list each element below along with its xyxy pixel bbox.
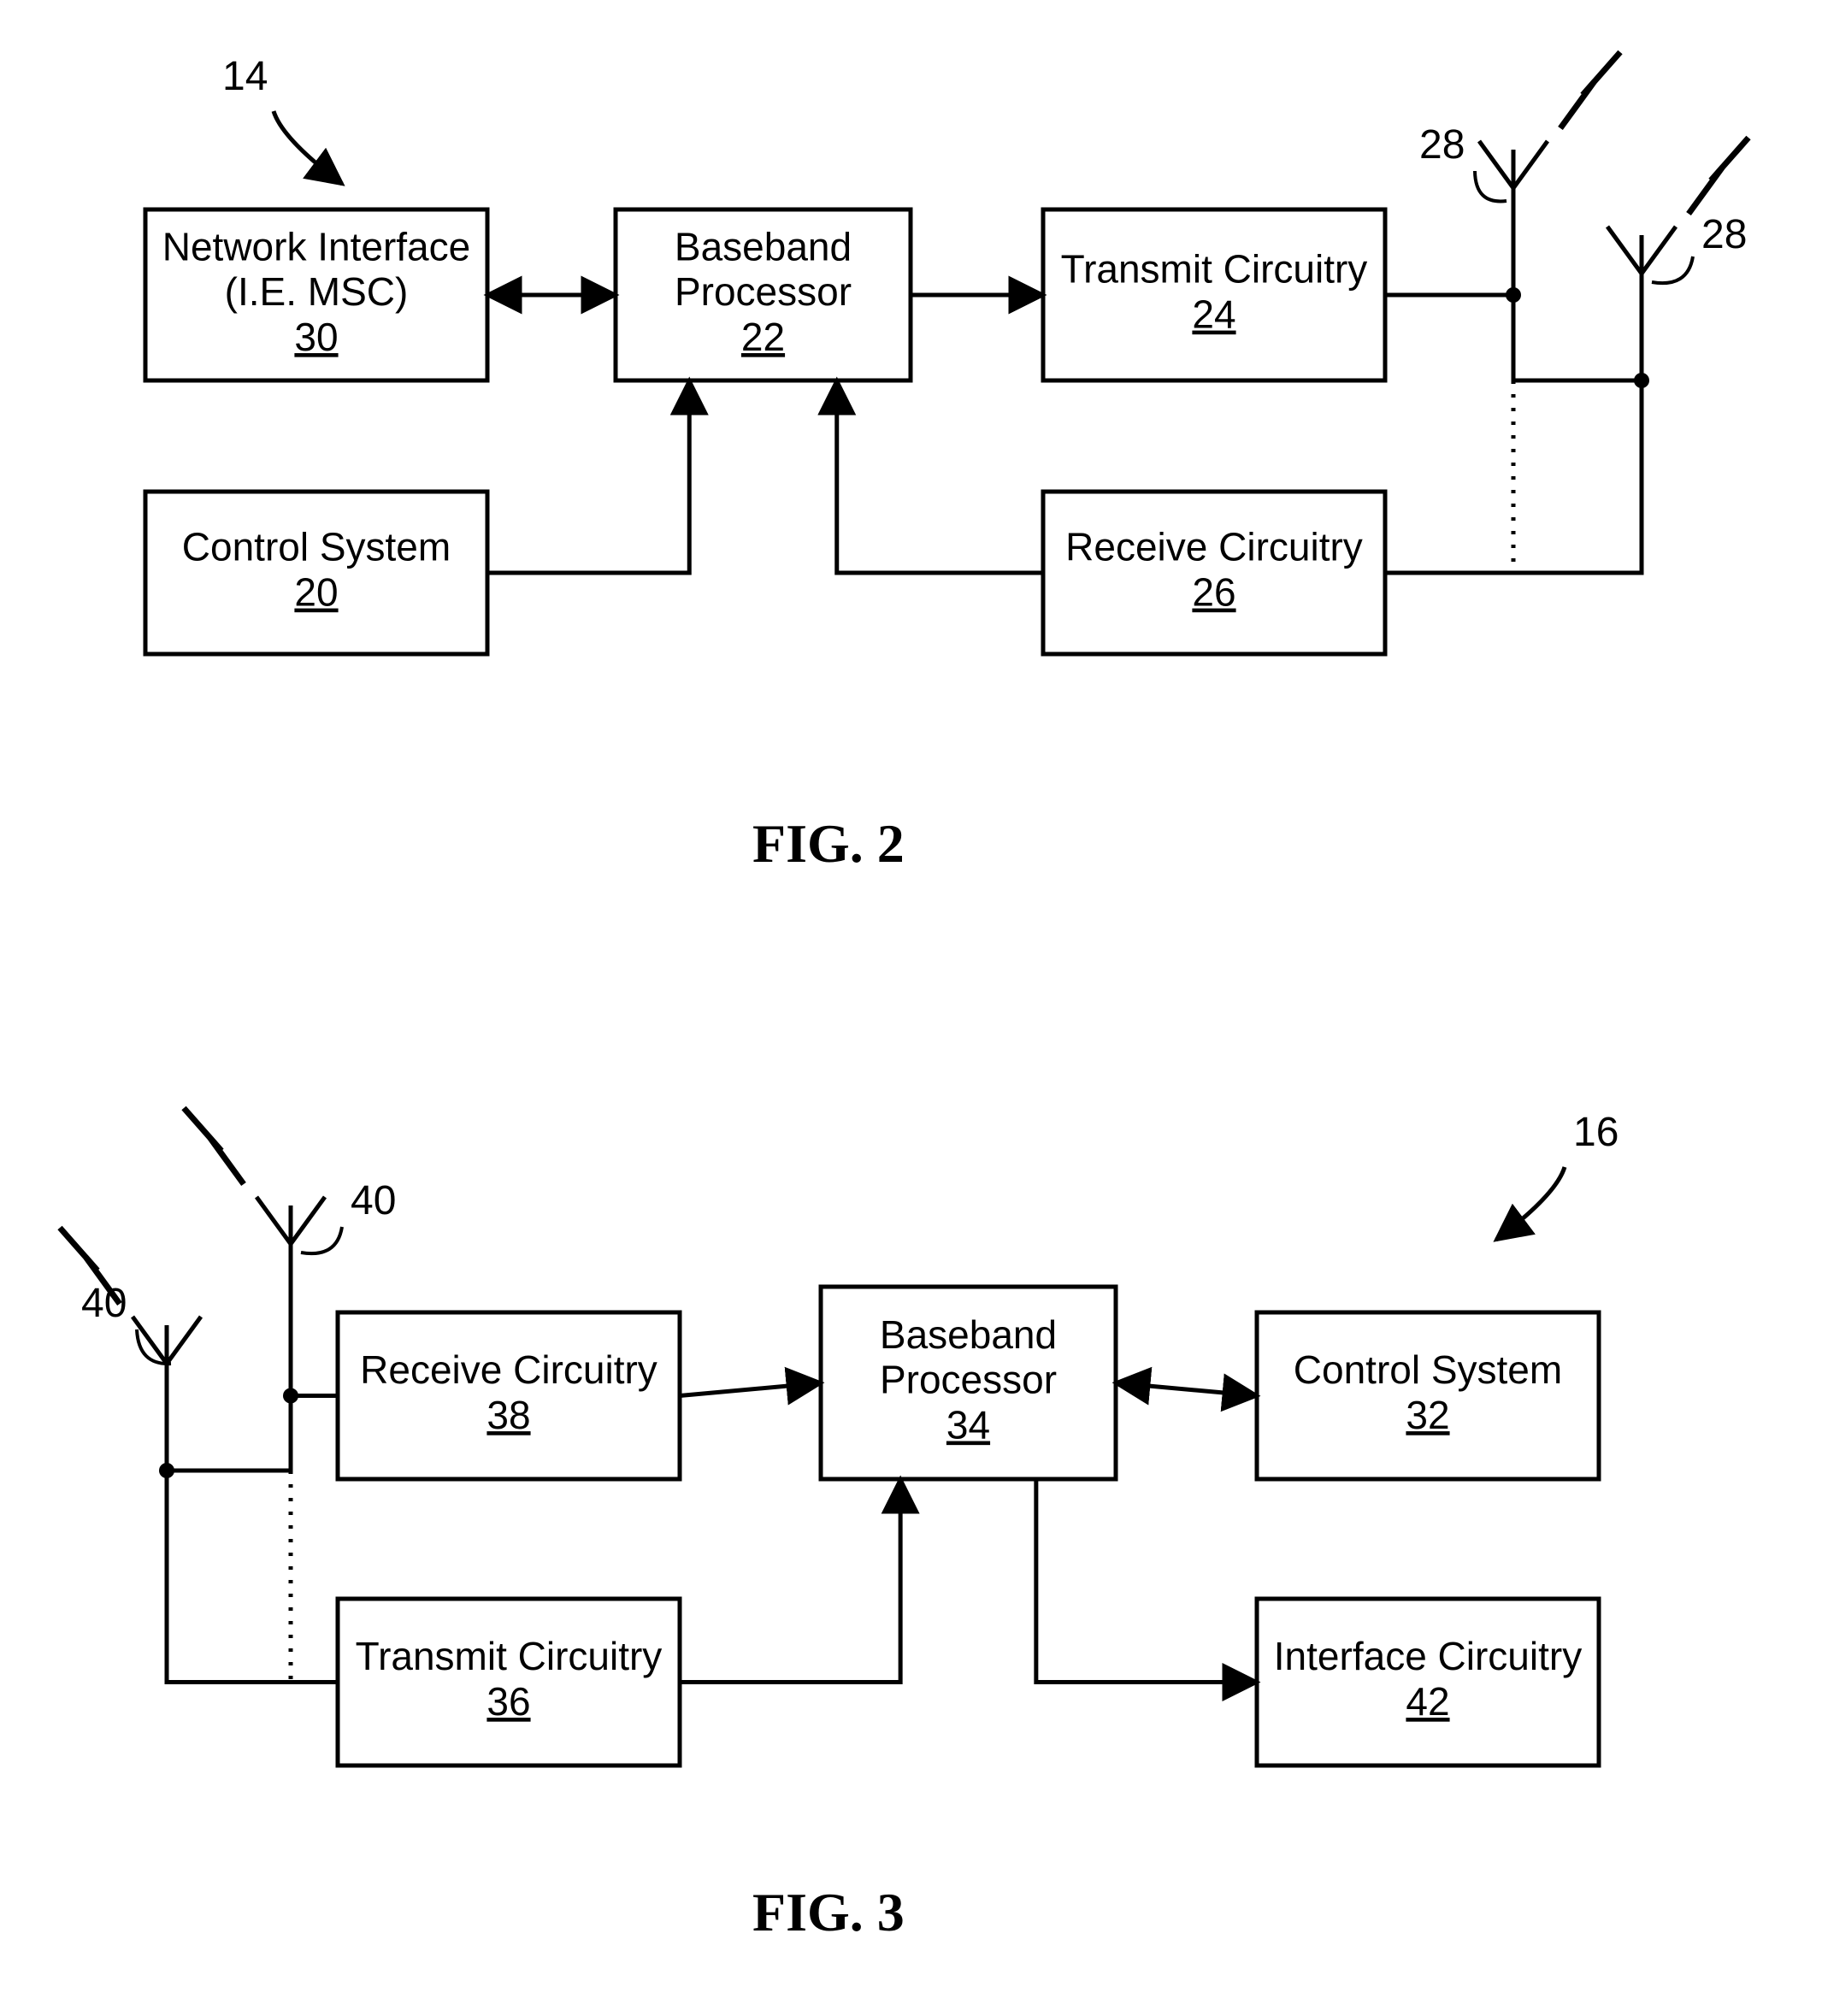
fig2-box-ctl-label-0: Control System — [182, 525, 451, 569]
fig3-antenna-0-arm-right — [291, 1197, 325, 1244]
fig3-box-ctl-label-0: Control System — [1294, 1347, 1562, 1392]
fig2-antenna-0-arm-left — [1479, 141, 1513, 188]
fig2-box-rx-label-0: Receive Circuitry — [1065, 525, 1363, 569]
fig3-box-ifc-ref: 42 — [1406, 1679, 1449, 1724]
fig3-callout-label: 16 — [1573, 1110, 1619, 1155]
fig3-edge-ant0-rx — [291, 1351, 338, 1396]
fig2-callout-label: 14 — [222, 54, 268, 99]
fig2-antenna-1-label: 28 — [1701, 212, 1747, 257]
fig2-antenna-1-leader — [1652, 256, 1693, 283]
fig2-box-tx-ref: 24 — [1192, 292, 1235, 337]
fig2-box-bb-label-0: Baseband — [675, 224, 852, 268]
fig3-edge-ant1-tx — [167, 1471, 338, 1683]
fig2-antenna-1-signal-icon — [1689, 138, 1748, 214]
fig3-box-bb-label-1: Processor — [880, 1358, 1057, 1402]
fig2-antenna-0-signal-icon — [1560, 52, 1620, 128]
fig3-caption: FIG. 3 — [752, 1881, 905, 1944]
fig2-antenna-1-arm-left — [1607, 227, 1642, 274]
fig3-box-ifc-label-0: Interface Circuitry — [1274, 1634, 1582, 1678]
fig3-antenna-0-signal-icon — [184, 1108, 244, 1184]
fig3-box-tx-label-0: Transmit Circuitry — [356, 1634, 663, 1678]
fig2-antenna-1-arm-right — [1642, 227, 1676, 274]
fig2-box-net_if-label-0: Network Interface — [162, 224, 470, 268]
fig2-box-bb-label-1: Processor — [675, 269, 852, 314]
fig2-antenna-0-arm-right — [1513, 141, 1548, 188]
fig2-antenna-0-label: 28 — [1419, 122, 1465, 168]
fig2-box-rx-ref: 26 — [1192, 570, 1235, 615]
fig2-junction-ant1 — [1634, 373, 1649, 388]
fig3-box-bb-label-0: Baseband — [880, 1312, 1057, 1357]
fig3-edge-bb-ifc — [1036, 1479, 1257, 1683]
fig2-box-bb-ref: 22 — [741, 315, 785, 359]
fig3-box-bb-ref: 34 — [946, 1403, 990, 1447]
fig3-edge-rx-bb — [680, 1383, 821, 1396]
fig3-edge-tx-bb — [680, 1479, 900, 1683]
fig3-edge-ant0-ant1 — [167, 1396, 291, 1471]
fig2-box-ctl-ref: 20 — [294, 570, 338, 615]
fig3-antenna-0-label: 40 — [351, 1178, 396, 1223]
fig2-edge-ant0-ant1 — [1513, 295, 1642, 380]
diagram-canvas: Network Interface(I.E. MSC)30BasebandPro… — [0, 0, 1822, 2016]
fig3-box-rx-ref: 38 — [486, 1393, 530, 1437]
fig2-edge-ctl-bb — [487, 380, 689, 573]
fig3-box-ctl-ref: 32 — [1406, 1393, 1449, 1437]
fig2-box-net_if-label-1: (I.E. MSC) — [225, 269, 409, 314]
fig3-box-rx-label-0: Receive Circuitry — [360, 1347, 657, 1392]
fig3-antenna-0-arm-left — [256, 1197, 291, 1244]
fig3-antenna-0-leader — [301, 1227, 342, 1253]
fig2-box-tx-label-0: Transmit Circuitry — [1061, 247, 1368, 292]
fig3-antenna-1-label: 40 — [81, 1281, 127, 1326]
fig3-callout-arrow — [1496, 1167, 1565, 1240]
fig2-box-net_if-ref: 30 — [294, 315, 338, 359]
fig2-caption: FIG. 2 — [752, 812, 905, 875]
fig3-antenna-1-arm-right — [167, 1317, 201, 1364]
fig2-edge-rx-bb — [837, 380, 1043, 573]
fig3-box-tx-ref: 36 — [486, 1679, 530, 1724]
fig3-edge-bb-ctl — [1116, 1383, 1257, 1396]
fig2-callout-arrow — [274, 111, 342, 184]
